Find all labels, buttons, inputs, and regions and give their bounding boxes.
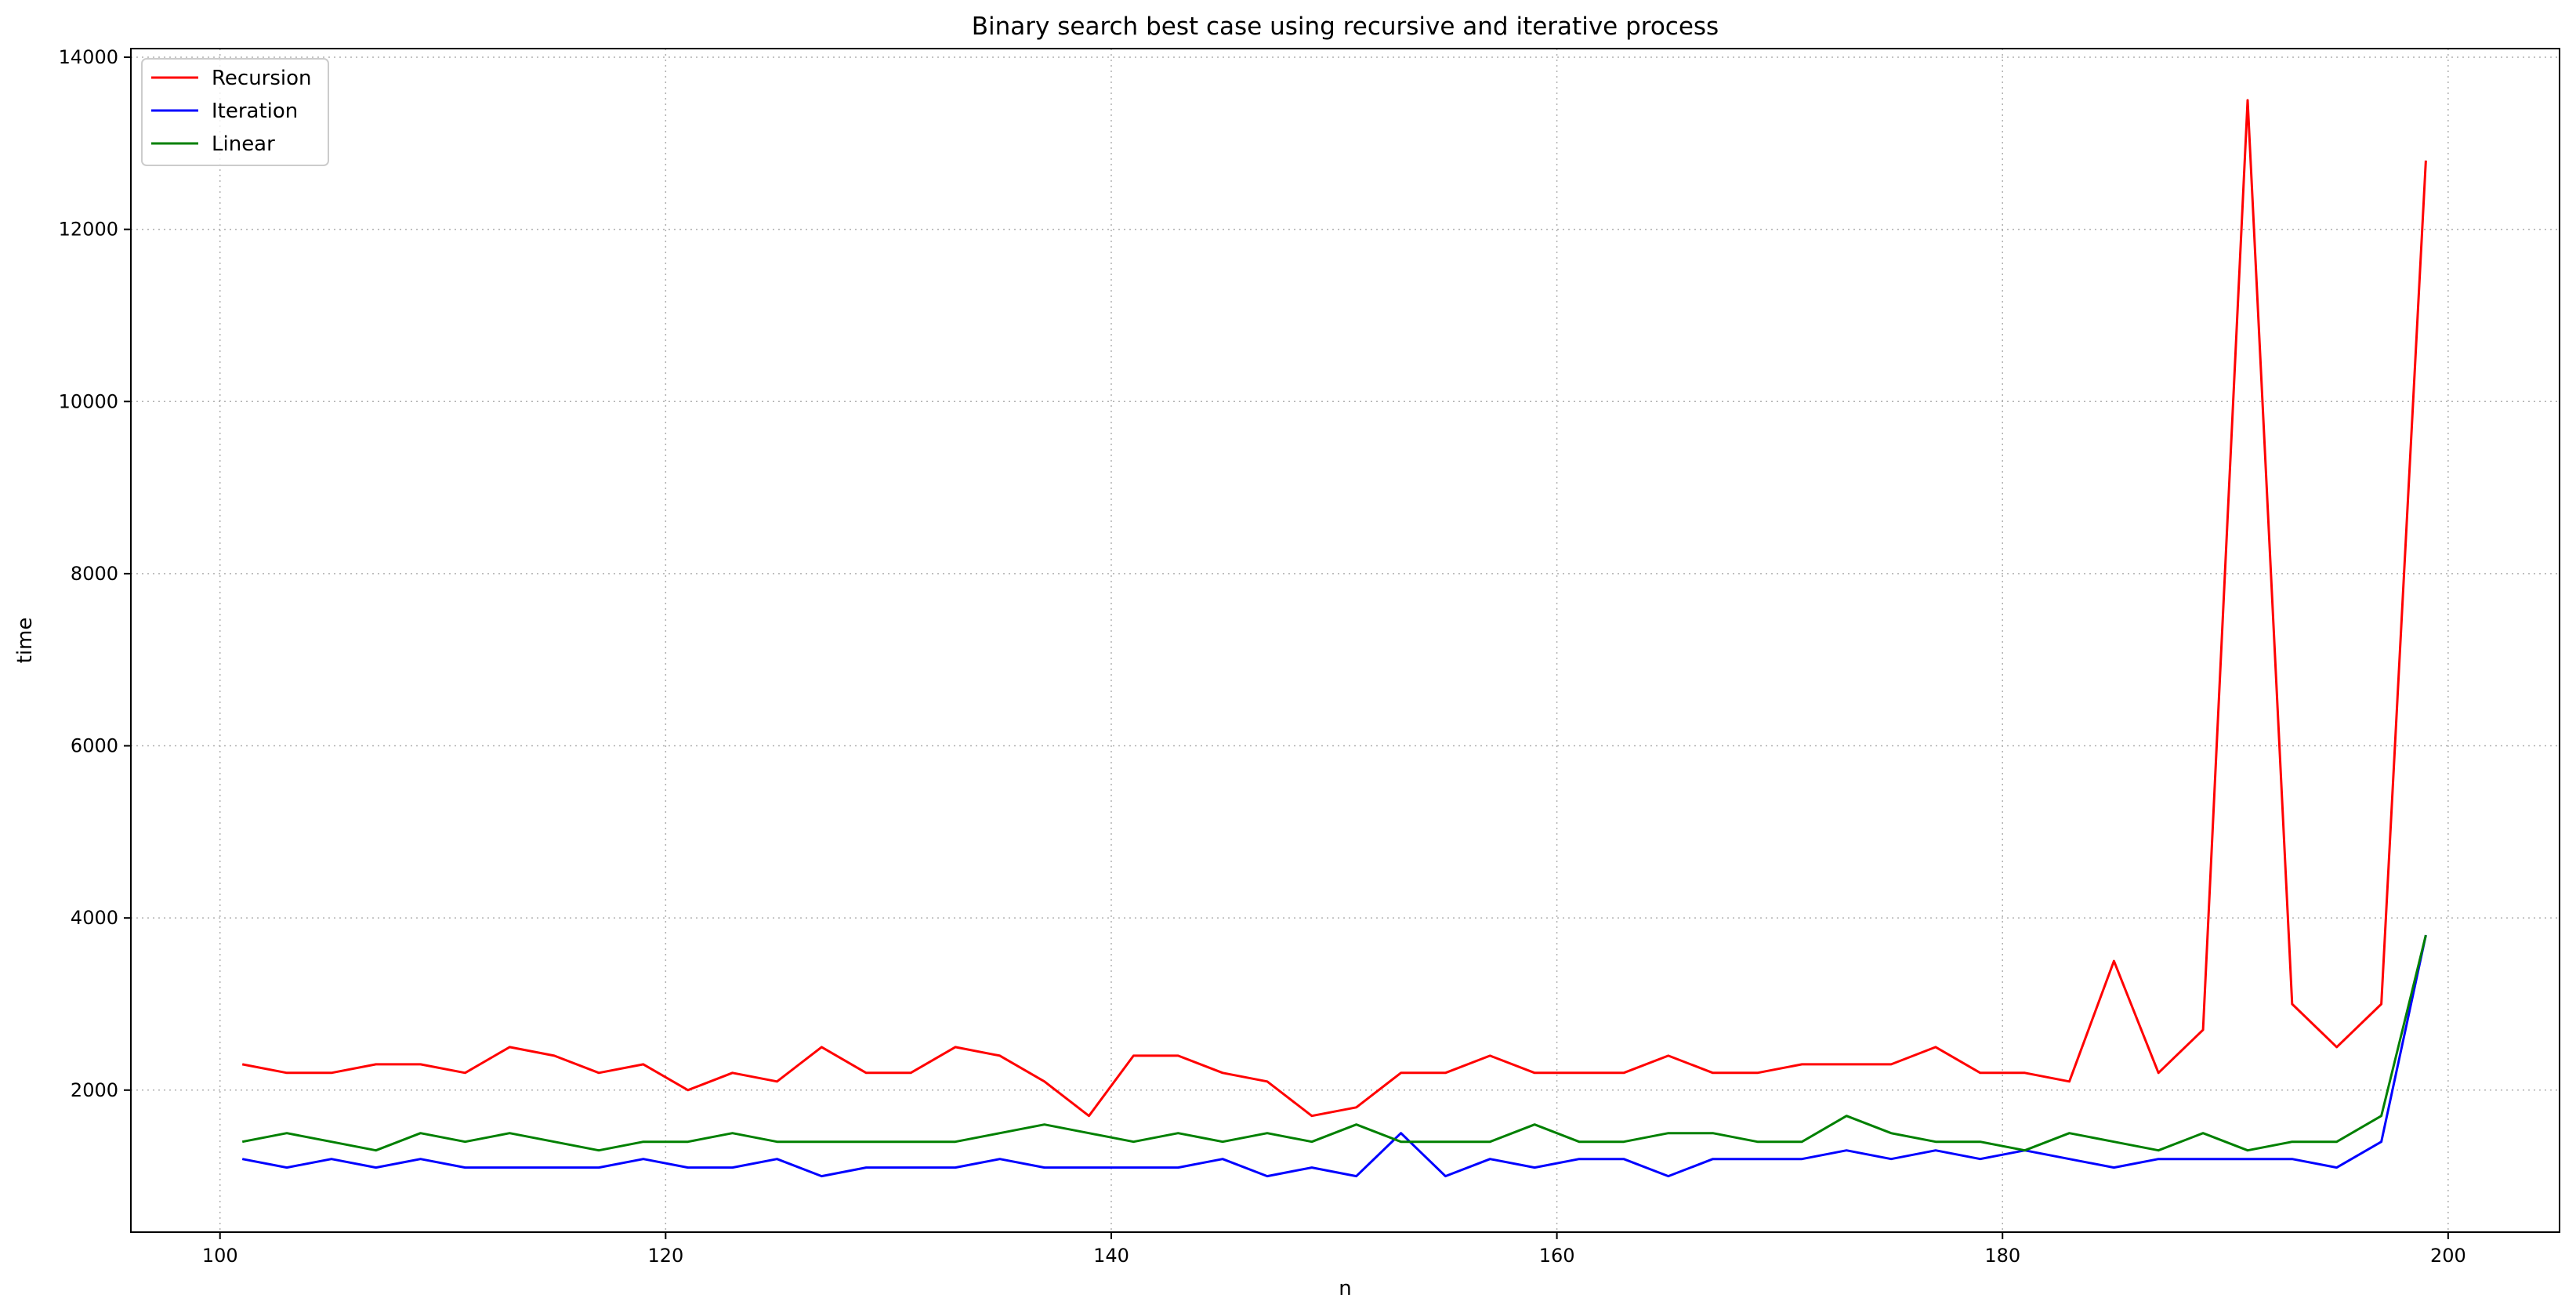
axis-ticks: 100 120 140 160 180 200 2000 4000 6000 8000 10000 1… [59,46,2466,1267]
x-tick-label: 200 [2430,1245,2466,1267]
x-tick-label: 180 [1984,1245,2020,1267]
series-line-iteration [241,934,2427,1178]
legend-entry-linear: Linear [151,132,275,156]
chart-title: Binary search best case using recursive … [972,13,1719,41]
plot-area-frame [130,48,2560,1233]
x-tick-label: 160 [1539,1245,1575,1267]
legend-entry-recursion: Recursion [151,67,312,90]
y-tick-label: 4000 [71,907,118,929]
x-axis-label: n [1339,1277,1351,1300]
legend-label-linear: Linear [212,132,275,156]
legend-box [141,58,329,166]
series-lines [241,99,2427,1178]
x-tick-label: 120 [647,1245,683,1267]
y-tick-label: 12000 [59,219,118,241]
y-tick-label: 2000 [71,1079,118,1101]
legend: Recursion Iteration Linear [141,58,329,166]
x-tick-label: 140 [1093,1245,1129,1267]
x-tick-label: 100 [202,1245,238,1267]
legend-label-iteration: Iteration [212,100,298,123]
series-line-linear [241,934,2427,1152]
series-line-recursion [241,99,2427,1118]
y-axis-label: time [13,618,37,664]
y-tick-label: 6000 [71,735,118,757]
y-tick-label: 10000 [59,390,118,412]
legend-label-recursion: Recursion [212,67,312,90]
y-tick-label: 14000 [59,46,118,68]
legend-entry-iteration: Iteration [151,100,298,123]
y-tick-label: 8000 [71,563,118,585]
